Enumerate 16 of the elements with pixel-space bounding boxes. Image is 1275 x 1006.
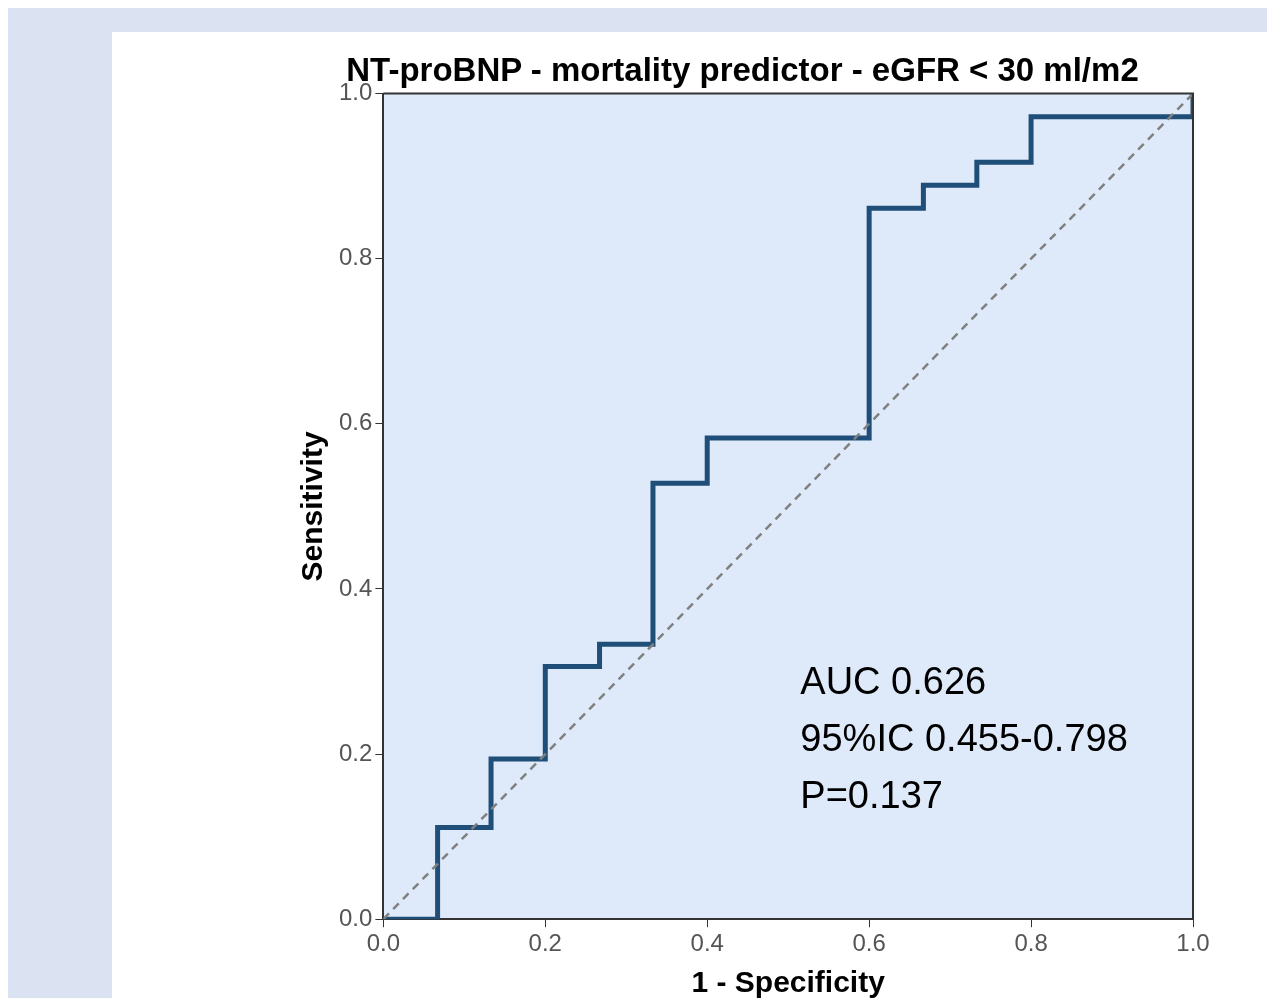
- annotation: P=0.137: [800, 774, 943, 817]
- y-tick-label: 0.8: [338, 243, 373, 271]
- x-tick-label: 0.0: [366, 929, 401, 957]
- y-tick-label: 0.4: [338, 573, 373, 601]
- y-axis-title: Sensitivity: [295, 431, 329, 582]
- x-tick-label: 0.4: [690, 929, 724, 957]
- annotation: AUC 0.626: [800, 660, 987, 703]
- y-tick-label: 0.0: [338, 903, 373, 931]
- annotation: 95%IC 0.455-0.798: [800, 717, 1128, 760]
- x-axis-title: 1 - Specificity: [691, 965, 886, 999]
- y-tick-label: 0.6: [338, 408, 373, 436]
- x-tick-label: 1.0: [1176, 929, 1210, 957]
- x-tick-label: 0.8: [1014, 929, 1048, 957]
- x-tick-label: 0.6: [852, 929, 886, 957]
- x-tick-label: 0.2: [528, 929, 562, 957]
- y-tick-label: 0.2: [338, 738, 373, 766]
